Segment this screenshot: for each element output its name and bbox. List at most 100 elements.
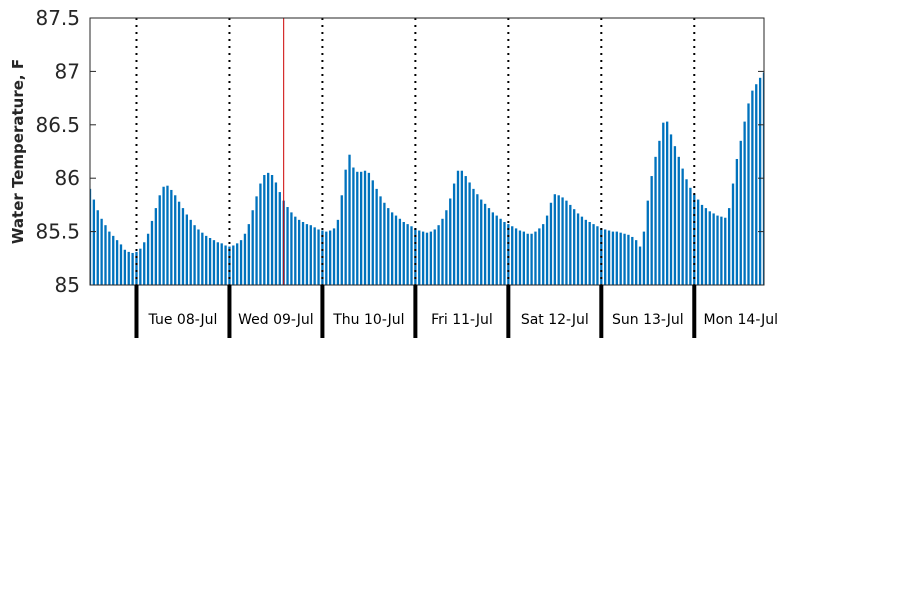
temperature-bar xyxy=(418,230,421,285)
temperature-bar xyxy=(379,196,382,285)
temperature-bar xyxy=(638,246,642,285)
temperature-bar xyxy=(170,189,173,285)
temperature-bar xyxy=(696,199,700,285)
y-tick-label: 85 xyxy=(55,273,80,297)
temperature-bar xyxy=(181,208,185,285)
temperature-bar xyxy=(650,176,653,285)
day-label: Thu 10-Jul xyxy=(332,312,404,328)
temperature-bar xyxy=(115,240,119,285)
temperature-bar xyxy=(201,232,204,285)
temperature-bar xyxy=(557,195,560,285)
temperature-bar xyxy=(177,201,181,285)
temperature-bar xyxy=(553,194,556,285)
temperature-bar xyxy=(251,210,254,285)
temperature-bar xyxy=(689,187,692,285)
temperature-bar xyxy=(545,215,549,285)
day-label: Sat 12-Jul xyxy=(521,312,589,328)
temperature-bar xyxy=(371,180,374,285)
temperature-bar xyxy=(573,209,576,285)
temperature-bar xyxy=(425,232,429,285)
temperature-bar xyxy=(472,188,475,285)
temperature-bar xyxy=(720,216,723,285)
temperature-bar xyxy=(716,215,719,285)
temperature-bar xyxy=(220,243,223,285)
temperature-bar xyxy=(704,208,708,285)
temperature-bar xyxy=(669,134,673,285)
temperature-bar xyxy=(363,170,367,285)
temperature-bar xyxy=(313,227,316,285)
y-axis-title: Water Temperature, F xyxy=(9,59,27,244)
temperature-bar xyxy=(731,183,735,285)
temperature-bar xyxy=(483,203,487,285)
temperature-bar xyxy=(542,224,545,285)
temperature-bar xyxy=(522,231,525,285)
temperature-bar xyxy=(228,246,231,285)
temperature-bar xyxy=(193,225,196,285)
temperature-bar xyxy=(708,211,711,285)
x-axis-day-ticks xyxy=(134,285,697,338)
temperature-bar xyxy=(673,146,677,285)
temperature-bar xyxy=(662,122,665,285)
temperature-bar xyxy=(449,198,452,285)
temperature-bar xyxy=(100,218,103,285)
temperature-bar xyxy=(538,228,541,285)
y-axis-ticks: 85 85.5 86 86.5 87 87.5 xyxy=(35,6,764,297)
y-tick-label: 86 xyxy=(55,166,80,190)
temperature-bar xyxy=(197,229,200,285)
plot-frame xyxy=(89,17,765,286)
temperature-bar xyxy=(421,231,425,285)
temperature-bar xyxy=(332,228,336,285)
temperature-bar xyxy=(607,230,611,285)
temperature-bar xyxy=(635,240,638,285)
temperature-bar xyxy=(139,248,142,285)
temperature-bar xyxy=(208,238,212,285)
temperature-bar xyxy=(503,221,506,285)
temperature-bar xyxy=(480,199,483,285)
temperature-bar xyxy=(336,219,340,285)
temperature-bar xyxy=(224,245,227,285)
temperature-bar xyxy=(739,140,742,285)
temperature-bar xyxy=(352,167,355,285)
temperature-bar xyxy=(290,212,293,285)
temperature-bar xyxy=(681,168,684,285)
temperature-bar xyxy=(90,188,92,285)
temperature-bar xyxy=(367,172,371,285)
temperature-bar xyxy=(267,172,270,285)
x-axis-day-labels: Tue 08-Jul Wed 09-Jul Thu 10-Jul Fri 11-Jul… xyxy=(148,312,779,328)
temperature-bar xyxy=(398,218,402,285)
temperature-bar xyxy=(410,226,413,285)
temperature-bar xyxy=(693,194,696,285)
temperature-bar xyxy=(162,186,165,285)
temperature-bar xyxy=(476,194,479,285)
temperature-bar xyxy=(724,217,727,285)
temperature-bar xyxy=(119,244,123,285)
temperature-bar xyxy=(135,251,138,285)
temperature-bar xyxy=(530,233,533,285)
temperature-bar xyxy=(127,251,130,285)
temperature-bar xyxy=(507,224,510,285)
temperature-bar xyxy=(743,121,746,285)
temperature-bar xyxy=(642,231,646,285)
temperature-bar xyxy=(468,182,471,285)
temperature-bar xyxy=(359,171,363,285)
temperature-bar xyxy=(460,170,464,285)
temperature-bar xyxy=(154,208,158,285)
day-label: Wed 09-Jul xyxy=(238,312,314,328)
temperature-bar xyxy=(549,202,553,285)
temperature-bar xyxy=(406,224,409,285)
temperature-bar xyxy=(394,215,398,285)
temperature-bar xyxy=(658,140,661,285)
temperature-bar xyxy=(429,231,433,285)
temperature-bar xyxy=(666,121,669,285)
temperature-bar xyxy=(387,208,390,285)
temperature-bar xyxy=(712,213,715,285)
temperature-bar xyxy=(305,224,309,285)
temperature-bar xyxy=(762,72,764,285)
temperature-bar xyxy=(212,240,216,285)
y-tick-label: 87 xyxy=(55,59,80,83)
temperature-bar xyxy=(247,224,250,285)
day-label: Sun 13-Jul xyxy=(612,312,684,328)
y-tick-label: 86.5 xyxy=(35,113,80,137)
temperature-bar xyxy=(278,192,281,285)
